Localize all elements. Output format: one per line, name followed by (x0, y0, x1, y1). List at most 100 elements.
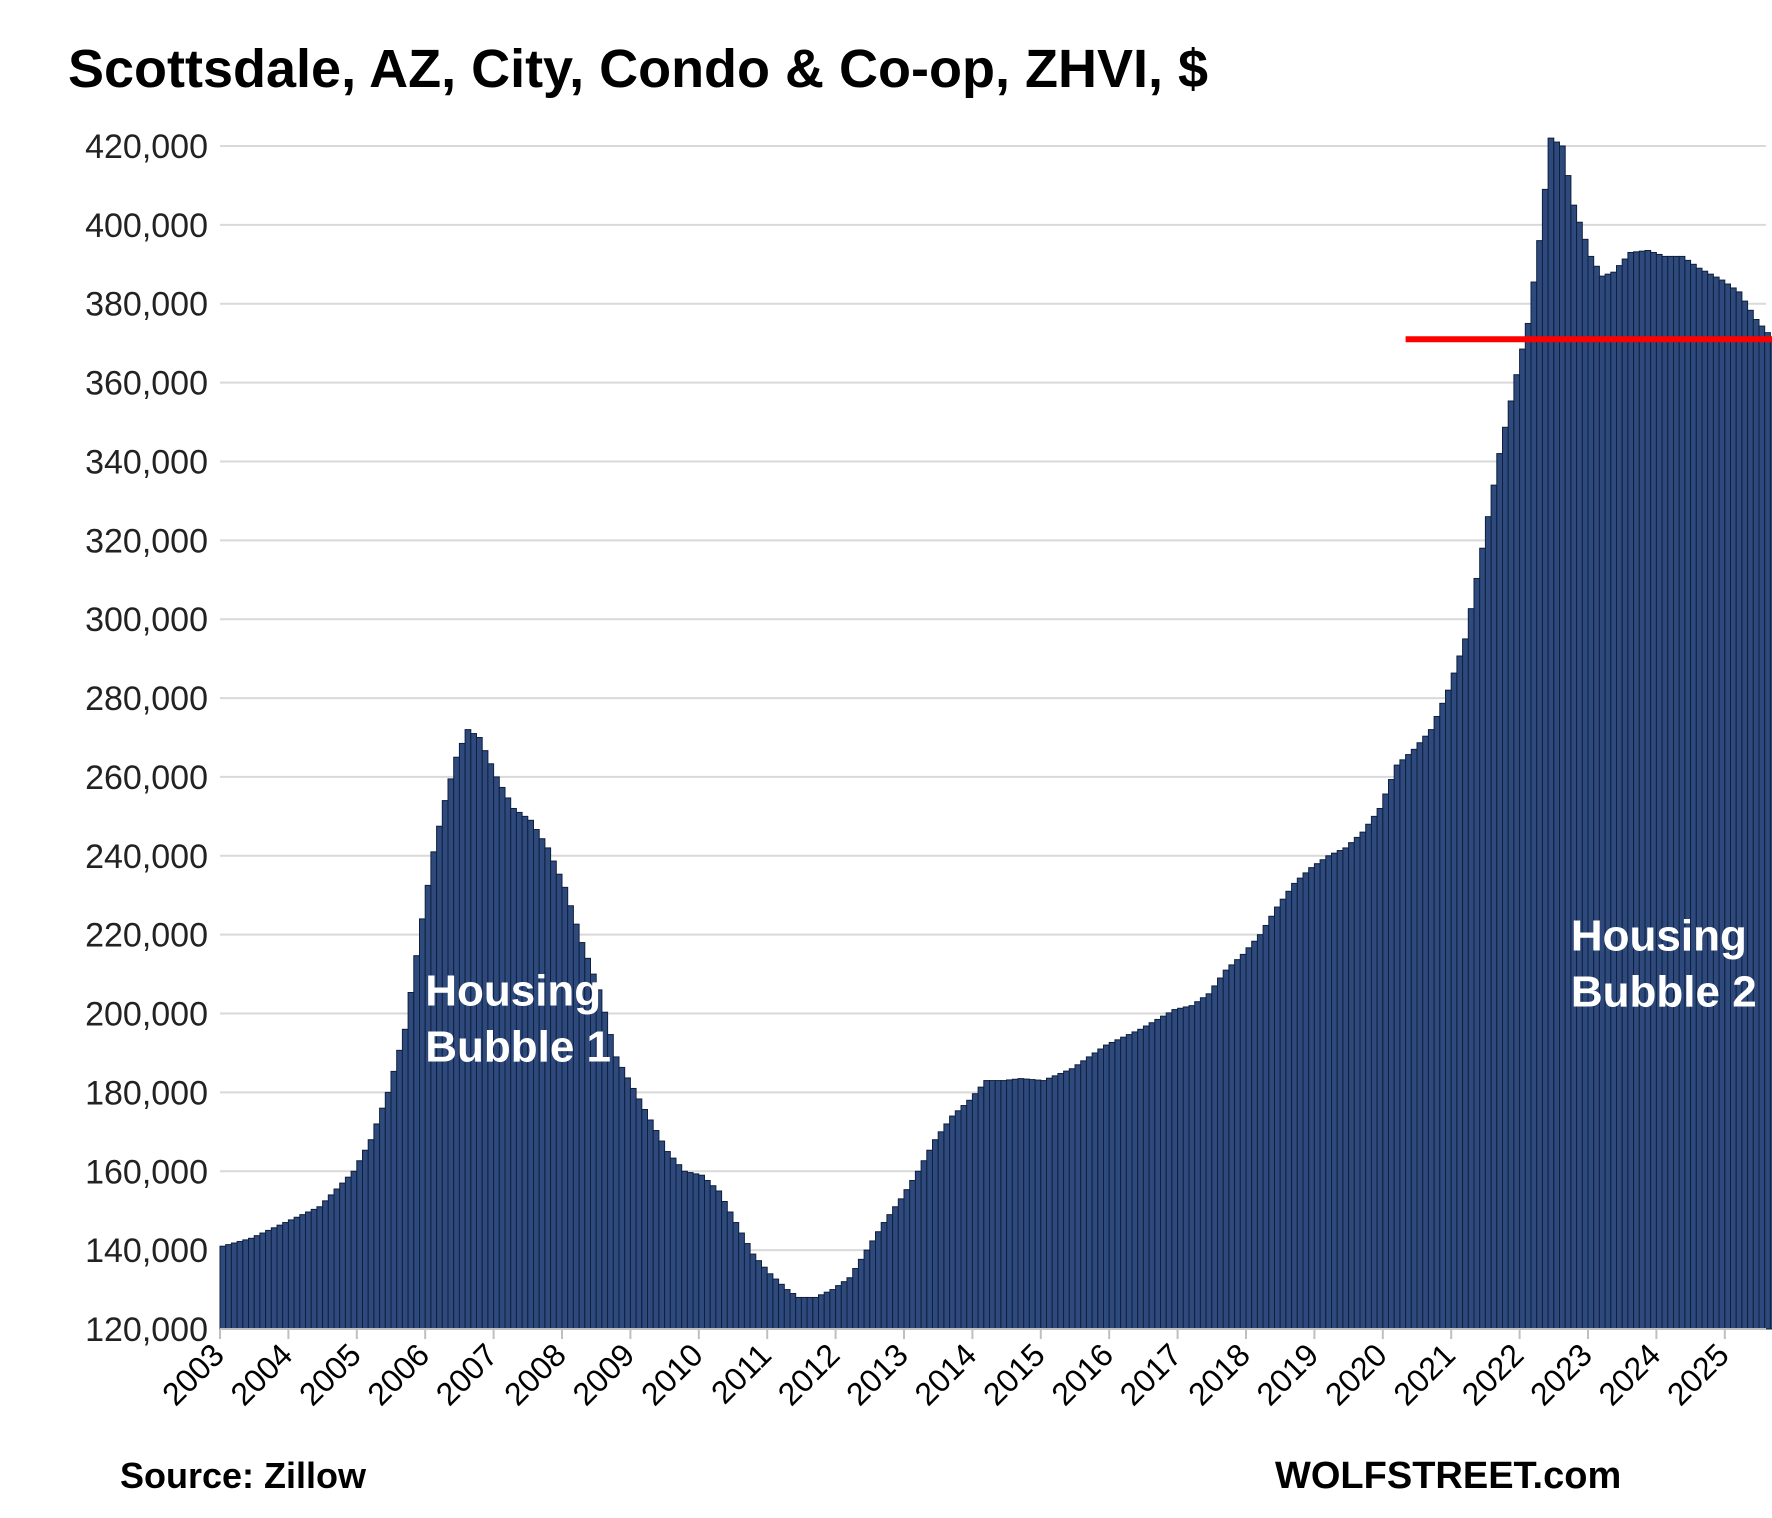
bar (1091, 1052, 1099, 1330)
bar (1650, 251, 1657, 1330)
bar (396, 1049, 403, 1330)
bar (835, 1285, 842, 1330)
bar (1439, 702, 1447, 1330)
bar (994, 1080, 1002, 1330)
bar (1268, 915, 1276, 1330)
bar (823, 1291, 831, 1330)
bar (1142, 1025, 1150, 1330)
bar (270, 1227, 278, 1330)
bar (1570, 204, 1578, 1330)
annotation-line: Bubble 2 (1571, 967, 1757, 1016)
bar (1262, 924, 1270, 1330)
bar (1507, 400, 1515, 1330)
bar (1046, 1077, 1053, 1330)
bar (647, 1119, 654, 1330)
bar (1758, 325, 1766, 1330)
bar (1011, 1078, 1019, 1330)
bar (424, 884, 432, 1330)
bar (225, 1244, 232, 1330)
bar (1467, 608, 1475, 1330)
bar (1182, 1006, 1190, 1330)
bar (230, 1242, 238, 1330)
bar (1063, 1070, 1070, 1330)
bar (287, 1219, 295, 1330)
x-tick-label: 2005 (292, 1336, 368, 1412)
bar (1473, 577, 1481, 1330)
bar (521, 815, 529, 1330)
bar (1741, 300, 1749, 1330)
y-tick-label: 220,000 (85, 917, 208, 955)
bar (219, 1245, 227, 1330)
y-tick-label: 180,000 (85, 1074, 208, 1112)
bar (914, 1170, 922, 1330)
bar (1479, 547, 1486, 1330)
bar (1519, 348, 1526, 1330)
bar (276, 1224, 284, 1330)
bar (1040, 1080, 1048, 1330)
bar (846, 1277, 854, 1330)
bar (1581, 238, 1589, 1330)
bar (652, 1130, 660, 1330)
bar (1450, 672, 1458, 1330)
y-tick-label: 300,000 (85, 601, 208, 639)
bar (1661, 255, 1669, 1330)
x-tick-label: 2017 (1113, 1336, 1189, 1412)
bar (1427, 729, 1435, 1330)
bar (1633, 251, 1640, 1330)
bar (1564, 175, 1572, 1330)
bar (1000, 1080, 1008, 1330)
bar (1638, 250, 1646, 1330)
annotation-line: Housing (1571, 911, 1747, 960)
bar (875, 1231, 882, 1330)
bar (1114, 1039, 1122, 1330)
bar (1370, 815, 1378, 1330)
source-note: Source: Zillow (120, 1455, 367, 1496)
bar (1165, 1012, 1173, 1330)
bar (1764, 332, 1771, 1330)
bar (772, 1278, 780, 1330)
bar (761, 1266, 768, 1330)
bar (840, 1281, 848, 1330)
bar (698, 1174, 705, 1330)
bar (1718, 279, 1726, 1330)
bar (236, 1240, 244, 1330)
x-tick-label: 2019 (1250, 1336, 1326, 1412)
bar (1154, 1018, 1162, 1330)
bar (1325, 855, 1333, 1330)
bar (1735, 291, 1743, 1330)
x-axis (219, 1328, 1766, 1339)
bar (356, 1160, 363, 1330)
bar (1251, 940, 1258, 1330)
bar (1712, 276, 1720, 1330)
bar (248, 1237, 255, 1330)
bar (1644, 249, 1652, 1330)
x-tick-label: 2015 (976, 1336, 1052, 1412)
bar (1747, 309, 1754, 1330)
bar (1576, 221, 1583, 1330)
bar (1256, 934, 1264, 1330)
bar (943, 1123, 951, 1330)
annotation-2: Housing Bubble 2 (1571, 911, 1757, 1016)
bar (1707, 273, 1714, 1330)
bar (1336, 850, 1344, 1330)
bar (926, 1149, 933, 1330)
bar (937, 1131, 945, 1330)
bar (789, 1293, 797, 1330)
bar (1131, 1031, 1139, 1330)
y-tick-label: 280,000 (85, 680, 208, 718)
bar (1655, 253, 1663, 1330)
bar (1410, 748, 1418, 1330)
bar (390, 1070, 398, 1330)
x-tick-label: 2008 (497, 1336, 573, 1412)
bar (1234, 959, 1241, 1330)
bar (299, 1214, 306, 1330)
bar (880, 1222, 888, 1330)
bar (800, 1296, 808, 1330)
bar (1353, 836, 1361, 1330)
bar (709, 1185, 717, 1330)
y-axis-ticks: 120,000 140,000 160,000 180,000 200,000 220,0… (85, 128, 208, 1349)
bar (909, 1179, 916, 1330)
bar (1621, 258, 1629, 1330)
bar (1627, 251, 1635, 1330)
